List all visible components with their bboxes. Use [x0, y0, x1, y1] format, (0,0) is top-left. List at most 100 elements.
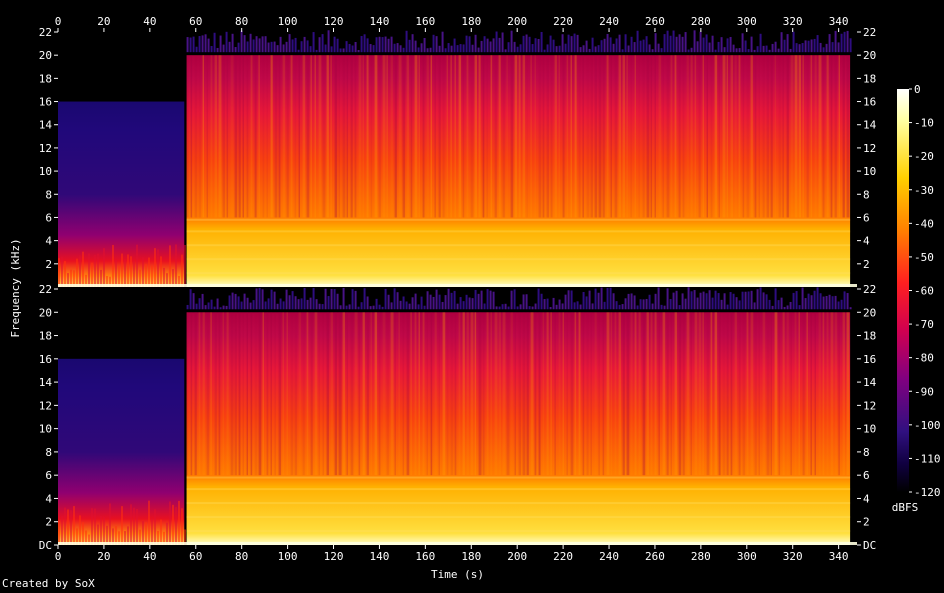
x-tick-label: 340 — [829, 550, 849, 563]
x-tick-label: 260 — [645, 550, 665, 563]
y-tick-label: 2 — [45, 258, 52, 271]
y-tick-label: 22 — [39, 26, 52, 39]
y-tick-label: 18 — [863, 330, 876, 343]
colorbar-tick-label: -90 — [914, 385, 934, 398]
y-tick-label: 22 — [863, 26, 876, 39]
x-tick-label: 340 — [829, 15, 849, 28]
y-tick-label: 8 — [863, 188, 870, 201]
x-tick-label: 180 — [461, 15, 481, 28]
y-tick-label: 12 — [39, 142, 52, 155]
x-tick-label: 260 — [645, 15, 665, 28]
colorbar-tick-label: -80 — [914, 352, 934, 365]
y-tick-label: 6 — [45, 211, 52, 224]
y-tick-label: 12 — [863, 399, 876, 412]
x-tick-label: 240 — [599, 15, 619, 28]
y-tick-label: 16 — [863, 353, 876, 366]
colorbar-tick-label: -30 — [914, 184, 934, 197]
y-tick-label: 4 — [863, 492, 870, 505]
y-tick-label: 2 — [863, 258, 870, 271]
y-tick-label: 16 — [863, 96, 876, 109]
y-tick-label: 18 — [39, 72, 52, 85]
x-tick-label: 100 — [278, 550, 298, 563]
y-tick-label: 6 — [863, 469, 870, 482]
x-tick-label: 320 — [783, 550, 803, 563]
y-tick-label: 8 — [45, 446, 52, 459]
y-tick-label: 20 — [863, 306, 876, 319]
y-tick-label: DC — [863, 539, 876, 552]
y-tick-label: 22 — [863, 283, 876, 296]
colorbar-tick-label: -10 — [914, 117, 934, 130]
high-freq-fringe — [186, 30, 852, 53]
x-tick-label: 320 — [783, 15, 803, 28]
x-axis: 0 0 20 20 40 40 60 60 80 80 100 100 120 120 140 140 160 1… — [55, 15, 849, 563]
x-tick-label: 240 — [599, 550, 619, 563]
y-tick-label: 10 — [39, 165, 52, 178]
y-tick-label: 8 — [45, 188, 52, 201]
x-tick-label: 140 — [369, 15, 389, 28]
y-tick-label: 4 — [45, 235, 52, 248]
x-tick-label: 0 — [55, 550, 62, 563]
x-tick-label: 280 — [691, 550, 711, 563]
y-tick-label: 20 — [39, 306, 52, 319]
x-tick-label: 280 — [691, 15, 711, 28]
x-tick-label: 220 — [553, 15, 573, 28]
y-tick-label: 18 — [863, 72, 876, 85]
x-tick-label: 220 — [553, 550, 573, 563]
x-tick-label: 20 — [97, 15, 110, 28]
x-tick-label: 40 — [143, 550, 156, 563]
segment-main — [186, 55, 851, 287]
y-tick-label: 10 — [39, 423, 52, 436]
y-tick-label: 4 — [45, 492, 52, 505]
x-tick-label: 80 — [235, 15, 248, 28]
y-tick-label: 2 — [45, 516, 52, 529]
y-tick-label: 22 — [39, 283, 52, 296]
y-tick-label: 14 — [863, 119, 877, 132]
y-tick-label: 2 — [863, 516, 870, 529]
dc-line — [58, 542, 857, 545]
x-tick-label: 60 — [189, 15, 202, 28]
colorbar-tick-label: -120 — [914, 486, 941, 499]
colorbar-tick-label: -50 — [914, 251, 934, 264]
channel-1-panel — [58, 30, 857, 287]
y-tick-label: 14 — [39, 376, 53, 389]
high-freq-fringe — [186, 287, 852, 310]
channel-2-panel — [58, 287, 857, 545]
x-tick-label: 200 — [507, 550, 527, 563]
y-tick-label: 16 — [39, 353, 52, 366]
texture-lines — [58, 312, 851, 545]
y-tick-label: 12 — [39, 399, 52, 412]
y-tick-label: 12 — [863, 142, 876, 155]
created-by-label: Created by SoX — [2, 577, 95, 590]
x-tick-label: 40 — [143, 15, 156, 28]
x-tick-label: 20 — [97, 550, 110, 563]
segment-main — [186, 312, 851, 545]
colorbar-tick-label: -20 — [914, 150, 934, 163]
colorbar-tick-label: -100 — [914, 419, 941, 432]
colorbar-tick-label: -40 — [914, 217, 934, 230]
x-tick-label: 140 — [369, 550, 389, 563]
y-tick-label: 4 — [863, 235, 870, 248]
y-tick-label: 10 — [863, 165, 876, 178]
x-tick-label: 100 — [278, 15, 298, 28]
y-tick-label: DC — [39, 539, 52, 552]
y-tick-label: 14 — [863, 376, 877, 389]
x-tick-label: 200 — [507, 15, 527, 28]
x-tick-label: 60 — [189, 550, 202, 563]
x-tick-label: 0 — [55, 15, 62, 28]
x-tick-label: 120 — [324, 15, 344, 28]
x-tick-label: 160 — [415, 15, 435, 28]
y-tick-label: 10 — [863, 423, 876, 436]
colorbar-label: dBFS — [892, 501, 919, 514]
y-tick-label: 14 — [39, 119, 53, 132]
y-tick-label: 8 — [863, 446, 870, 459]
colorbar-tick-label: -60 — [914, 285, 934, 298]
x-tick-label: 80 — [235, 550, 248, 563]
colorbar-scale — [897, 89, 909, 492]
x-tick-label: 160 — [415, 550, 435, 563]
y-tick-label: 18 — [39, 330, 52, 343]
y-tick-label: 20 — [863, 49, 876, 62]
y-tick-label: 20 — [39, 49, 52, 62]
x-tick-label: 300 — [737, 550, 757, 563]
